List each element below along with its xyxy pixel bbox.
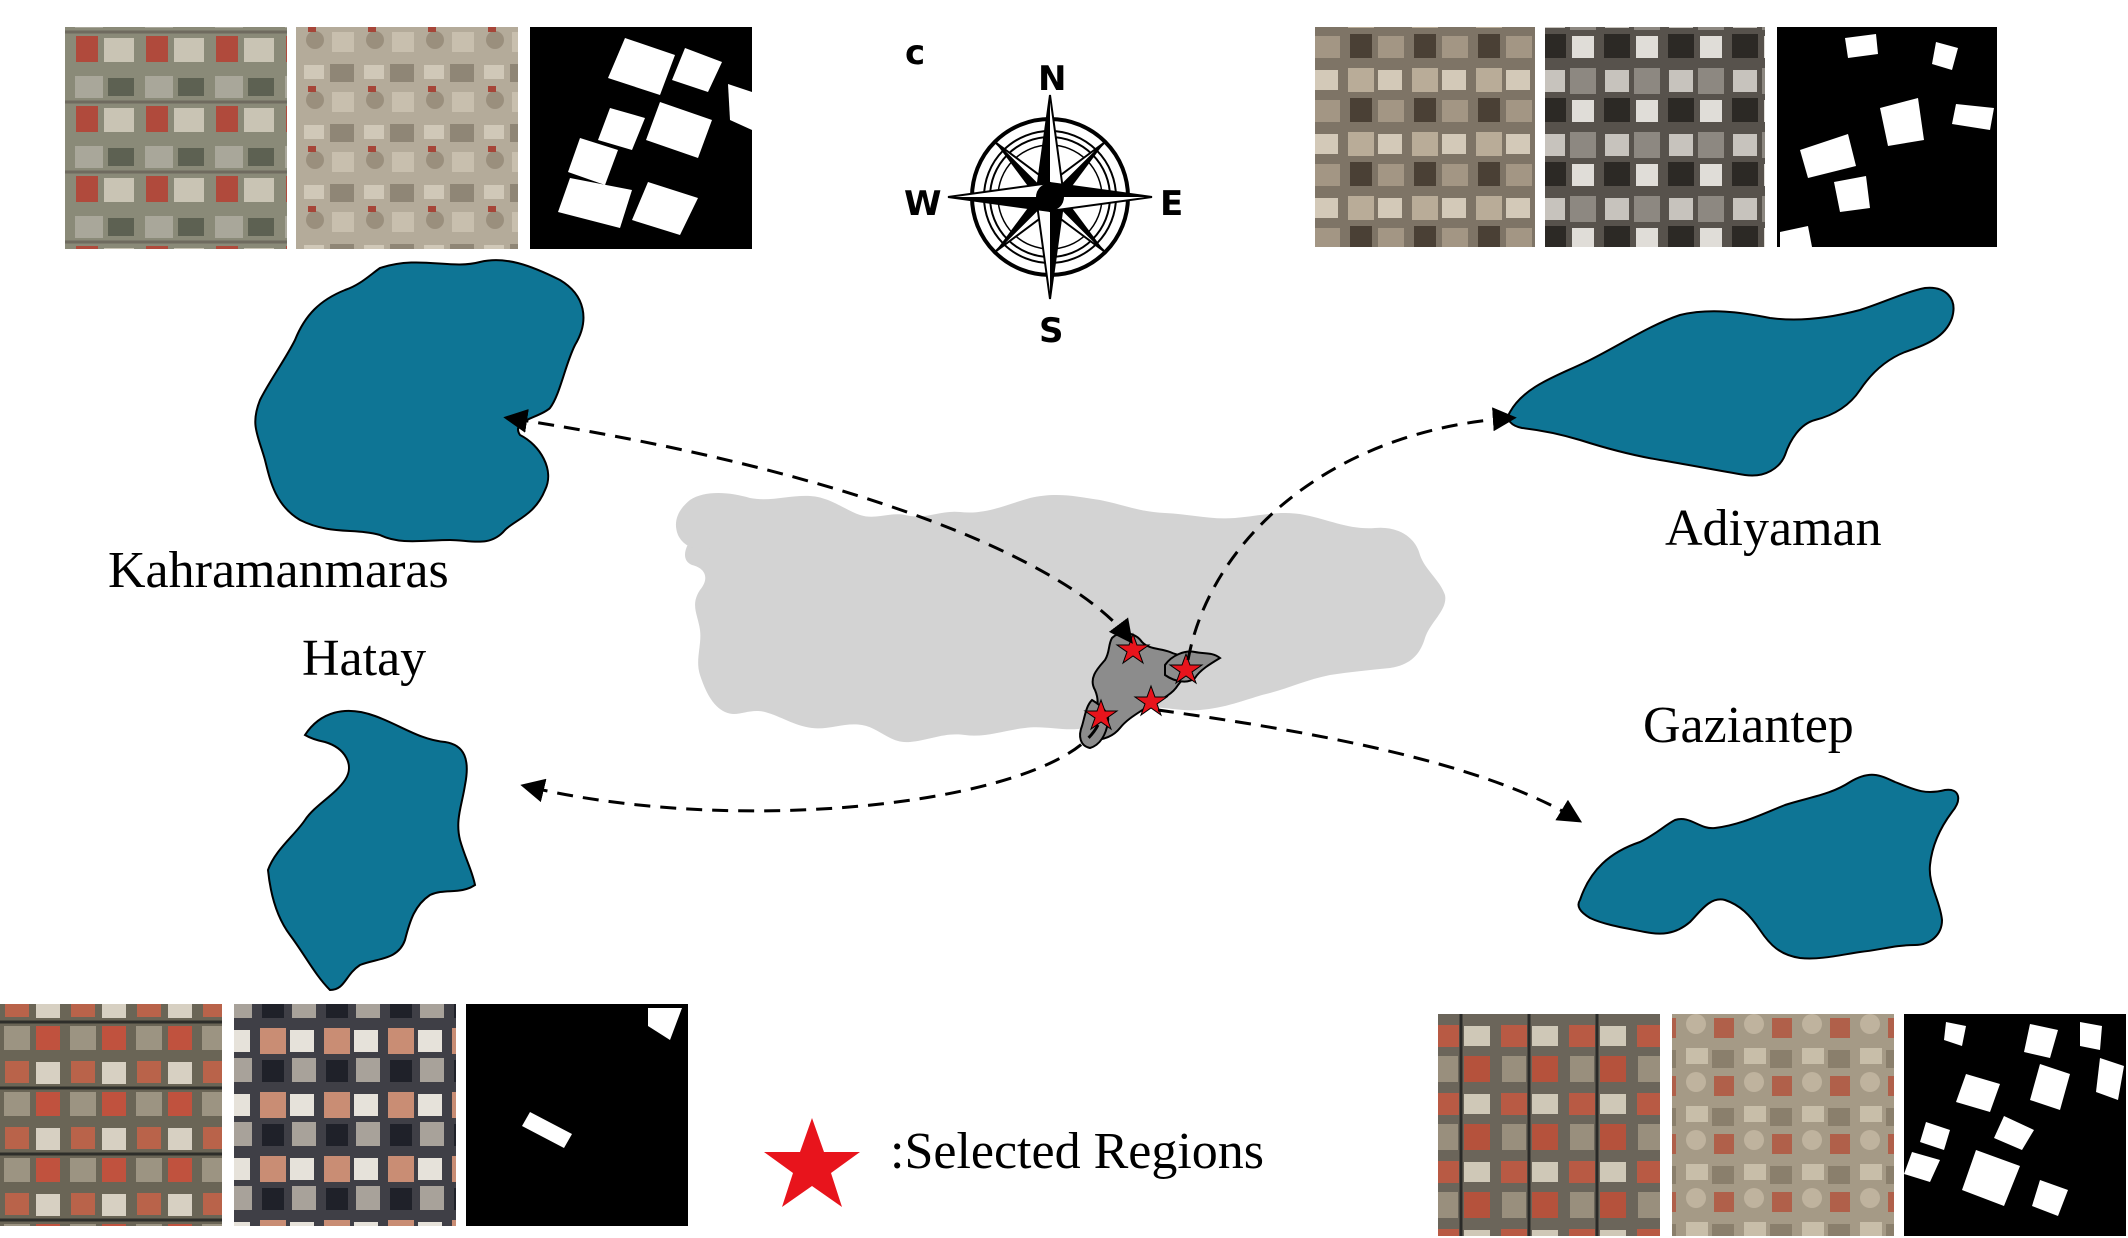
selected-region-stars bbox=[1083, 632, 1204, 731]
pre-event-image bbox=[1315, 27, 1535, 247]
adiyaman-thumbnails bbox=[1315, 27, 1997, 247]
post-event-image bbox=[1545, 27, 1765, 247]
gaziantep-thumbnails bbox=[1438, 1014, 2126, 1236]
kahramanmaras-province bbox=[254, 259, 585, 543]
turkey-outline bbox=[684, 493, 1446, 743]
post-event-image bbox=[234, 1004, 456, 1226]
pre-event-image bbox=[0, 1004, 222, 1226]
kahramanmaras-thumbnails bbox=[65, 27, 752, 249]
legend-star-icon bbox=[764, 1118, 860, 1207]
gaziantep-province bbox=[1577, 773, 1960, 960]
damage-mask bbox=[1904, 1014, 2126, 1236]
compass-north-label: N bbox=[1038, 59, 1066, 99]
damage-mask bbox=[466, 1004, 688, 1226]
connection-arrows bbox=[503, 407, 1583, 823]
star-gaziantep bbox=[1133, 684, 1169, 717]
compass-east-label: E bbox=[1160, 184, 1183, 224]
label-kahramanmaras: Kahramanmaras bbox=[108, 542, 449, 599]
pre-event-image bbox=[1438, 1014, 1660, 1236]
arrow-adiyaman bbox=[1186, 407, 1517, 661]
publisher-logo: c bbox=[905, 33, 925, 73]
compass-rose: c N S W E bbox=[904, 33, 1183, 351]
compass-west-label: W bbox=[904, 184, 942, 224]
adiyaman-province bbox=[1507, 286, 1955, 477]
compass-south-label: S bbox=[1039, 311, 1064, 351]
damage-mask bbox=[1777, 27, 1997, 247]
damage-mask bbox=[530, 27, 752, 249]
post-event-image bbox=[1672, 1014, 1894, 1236]
pre-event-image bbox=[65, 27, 287, 249]
star-hatay bbox=[1083, 698, 1119, 731]
star-kahramanmaras bbox=[1115, 632, 1151, 665]
label-adiyaman: Adiyaman bbox=[1665, 500, 1882, 557]
star-adiyaman bbox=[1168, 652, 1204, 685]
arrow-kahramanmaras bbox=[503, 409, 1133, 644]
legend: :Selected Regions bbox=[764, 1118, 1264, 1207]
arrow-hatay bbox=[520, 724, 1100, 813]
turkey-map bbox=[675, 493, 1446, 750]
label-gaziantep: Gaziantep bbox=[1643, 697, 1854, 754]
legend-label: :Selected Regions bbox=[890, 1123, 1264, 1180]
arrow-gaziantep bbox=[1157, 708, 1583, 823]
label-hatay: Hatay bbox=[302, 630, 426, 687]
hatay-province bbox=[266, 709, 477, 992]
post-event-image bbox=[296, 27, 518, 249]
hatay-thumbnails bbox=[0, 1004, 688, 1226]
